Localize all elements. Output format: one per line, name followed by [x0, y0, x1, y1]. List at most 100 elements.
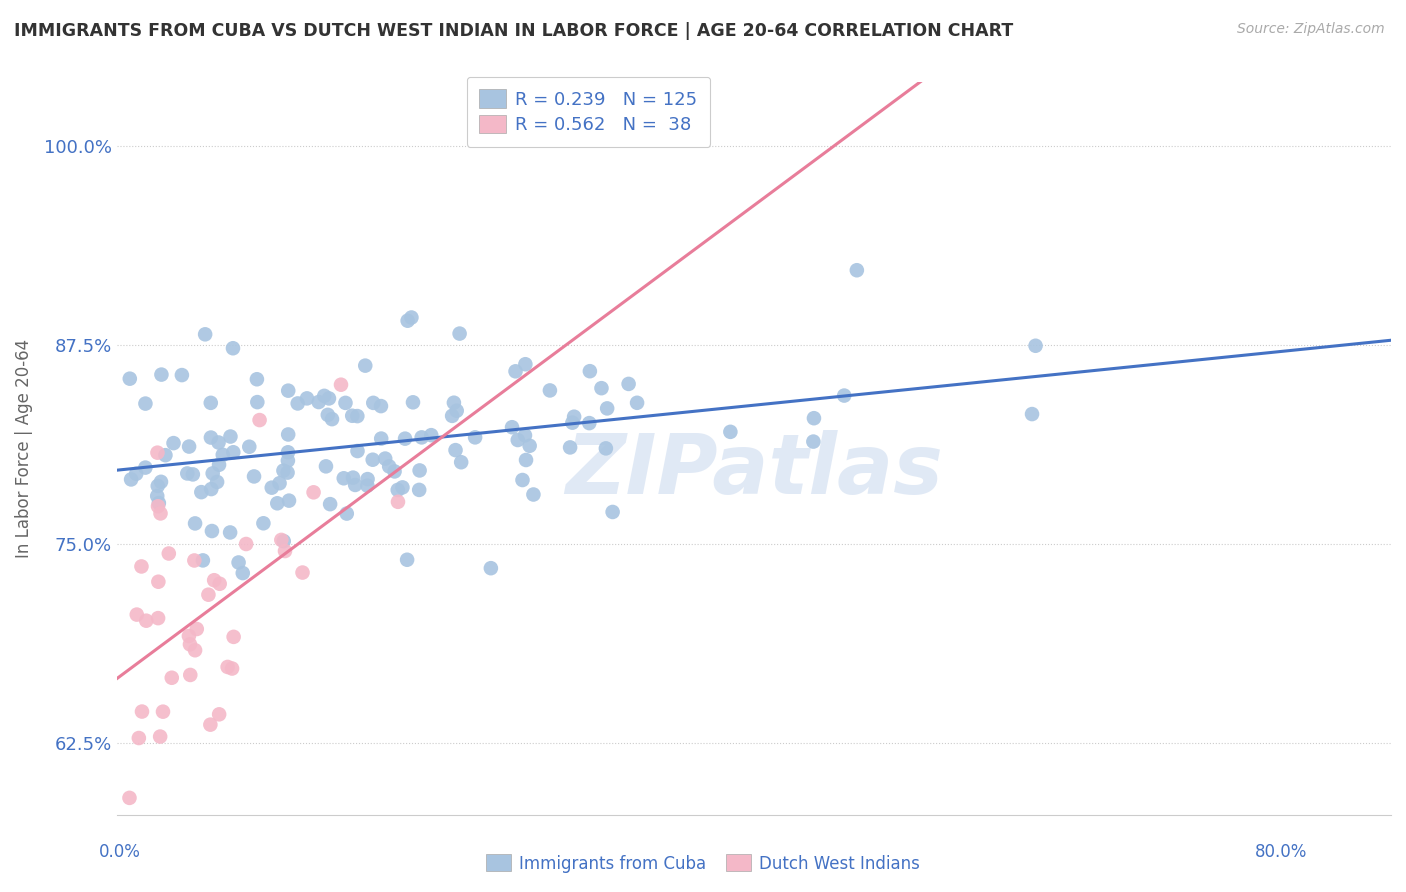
Point [411, 430, 433, 444]
Point [146, 445, 169, 459]
Point [148, 574, 170, 589]
Point [125, 607, 148, 622]
Point [354, 359, 377, 373]
Point [420, 428, 443, 442]
Point [148, 496, 170, 510]
Point [152, 705, 174, 719]
Point [146, 500, 169, 514]
Point [194, 327, 217, 342]
Point [131, 705, 153, 719]
Point [538, 384, 561, 398]
Point [208, 576, 231, 591]
Point [211, 448, 233, 462]
Point [186, 622, 208, 636]
Point [162, 436, 184, 450]
Point [246, 395, 269, 409]
Point [346, 444, 368, 458]
Point [387, 495, 409, 509]
Point [335, 396, 357, 410]
Point [150, 475, 173, 489]
Point [273, 534, 295, 549]
Point [291, 566, 314, 580]
Point [336, 507, 359, 521]
Point [396, 553, 419, 567]
Point [201, 524, 224, 538]
Point [179, 637, 201, 651]
Point [274, 544, 297, 558]
Point [177, 440, 200, 454]
Point [394, 432, 416, 446]
Point [249, 413, 271, 427]
Point [596, 401, 619, 416]
Point [356, 472, 378, 486]
Text: 80.0%: 80.0% [1256, 843, 1308, 861]
Point [479, 561, 502, 575]
Point [222, 445, 245, 459]
Point [361, 452, 384, 467]
Point [228, 556, 250, 570]
Point [277, 445, 299, 459]
Point [346, 409, 368, 423]
Point [361, 396, 384, 410]
Point [501, 420, 523, 434]
Point [135, 614, 157, 628]
Point [402, 395, 425, 409]
Point [200, 396, 222, 410]
Point [208, 707, 231, 722]
Point [718, 425, 741, 439]
Point [155, 448, 177, 462]
Point [149, 507, 172, 521]
Point [277, 427, 299, 442]
Point [408, 463, 430, 477]
Point [128, 731, 150, 745]
Point [515, 357, 537, 371]
Point [243, 469, 266, 483]
Point [370, 432, 392, 446]
Point [208, 458, 231, 472]
Point [177, 629, 200, 643]
Point [260, 481, 283, 495]
Point [591, 381, 613, 395]
Point [232, 566, 254, 580]
Point [308, 395, 330, 409]
Y-axis label: In Labor Force | Age 20-64: In Labor Force | Age 20-64 [15, 339, 32, 558]
Point [191, 553, 214, 567]
Point [396, 314, 419, 328]
Point [207, 871, 229, 885]
Point [134, 460, 156, 475]
Point [449, 326, 471, 341]
Point [378, 459, 401, 474]
Point [181, 467, 204, 482]
Point [184, 516, 207, 531]
Point [235, 537, 257, 551]
Point [342, 409, 364, 423]
Point [176, 467, 198, 481]
Point [183, 553, 205, 567]
Point [505, 364, 527, 378]
Point [801, 434, 824, 449]
Point [1021, 407, 1043, 421]
Point [146, 489, 169, 503]
Point [515, 453, 537, 467]
Point [617, 376, 640, 391]
Point [295, 392, 318, 406]
Point [150, 368, 173, 382]
Point [252, 516, 274, 531]
Point [332, 471, 354, 485]
Point [197, 588, 219, 602]
Point [391, 480, 413, 494]
Point [222, 341, 245, 355]
Point [387, 483, 409, 497]
Point [626, 396, 648, 410]
Point [120, 472, 142, 486]
Point [356, 478, 378, 492]
Point [246, 372, 269, 386]
Text: ZIPatlas: ZIPatlas [565, 430, 943, 511]
Point [558, 441, 581, 455]
Point [207, 435, 229, 450]
Point [273, 464, 295, 478]
Text: IMMIGRANTS FROM CUBA VS DUTCH WEST INDIAN IN LABOR FORCE | AGE 20-64 CORRELATION: IMMIGRANTS FROM CUBA VS DUTCH WEST INDIA… [14, 22, 1014, 40]
Point [401, 310, 423, 325]
Point [321, 412, 343, 426]
Point [118, 790, 141, 805]
